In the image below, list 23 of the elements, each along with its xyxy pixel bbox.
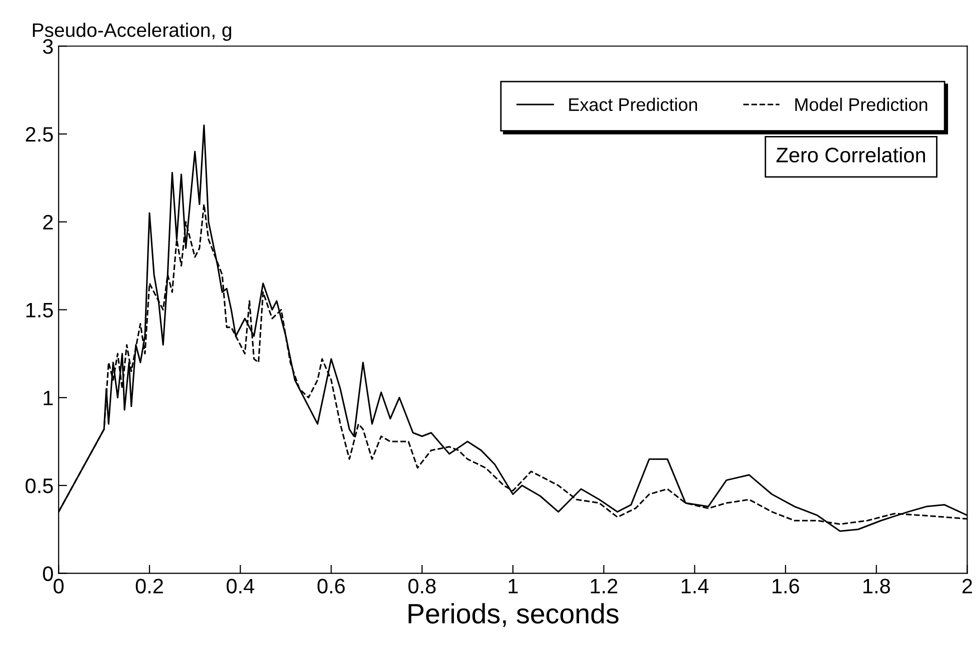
x-tick-label: 1.6 [772,578,800,594]
legend-label: Model Prediction [795,98,928,112]
x-tick-label: 0.4 [226,578,254,594]
y-tick-label: 2.5 [26,127,53,142]
x-tick-label: 1.2 [590,578,618,594]
y-axis-title: Pseudo-Acceleration, g [32,22,232,41]
x-tick-label: 0.6 [318,578,345,594]
x-tick-label: 1.8 [863,578,890,594]
x-tick-label: 0 [54,578,64,594]
y-tick-label: 1 [44,390,53,406]
x-tick-label: 1 [508,578,518,594]
x-tick-label: 0.2 [136,578,163,594]
y-tick-label: 2 [43,214,53,230]
x-axis-title: Periods, seconds [408,603,618,627]
x-tick-label: 0.8 [408,578,436,594]
y-tick-label: 0.5 [26,478,53,494]
x-tick-label: 2 [962,578,972,594]
legend-label: Exact Prediction [569,98,697,112]
y-tick-label: 0 [42,566,53,582]
y-tick-label: 1.5 [26,302,53,318]
y-tick-label: 3 [42,39,53,54]
x-tick-label: 1.4 [682,578,709,594]
annotation: Zero Correlation [776,147,925,162]
